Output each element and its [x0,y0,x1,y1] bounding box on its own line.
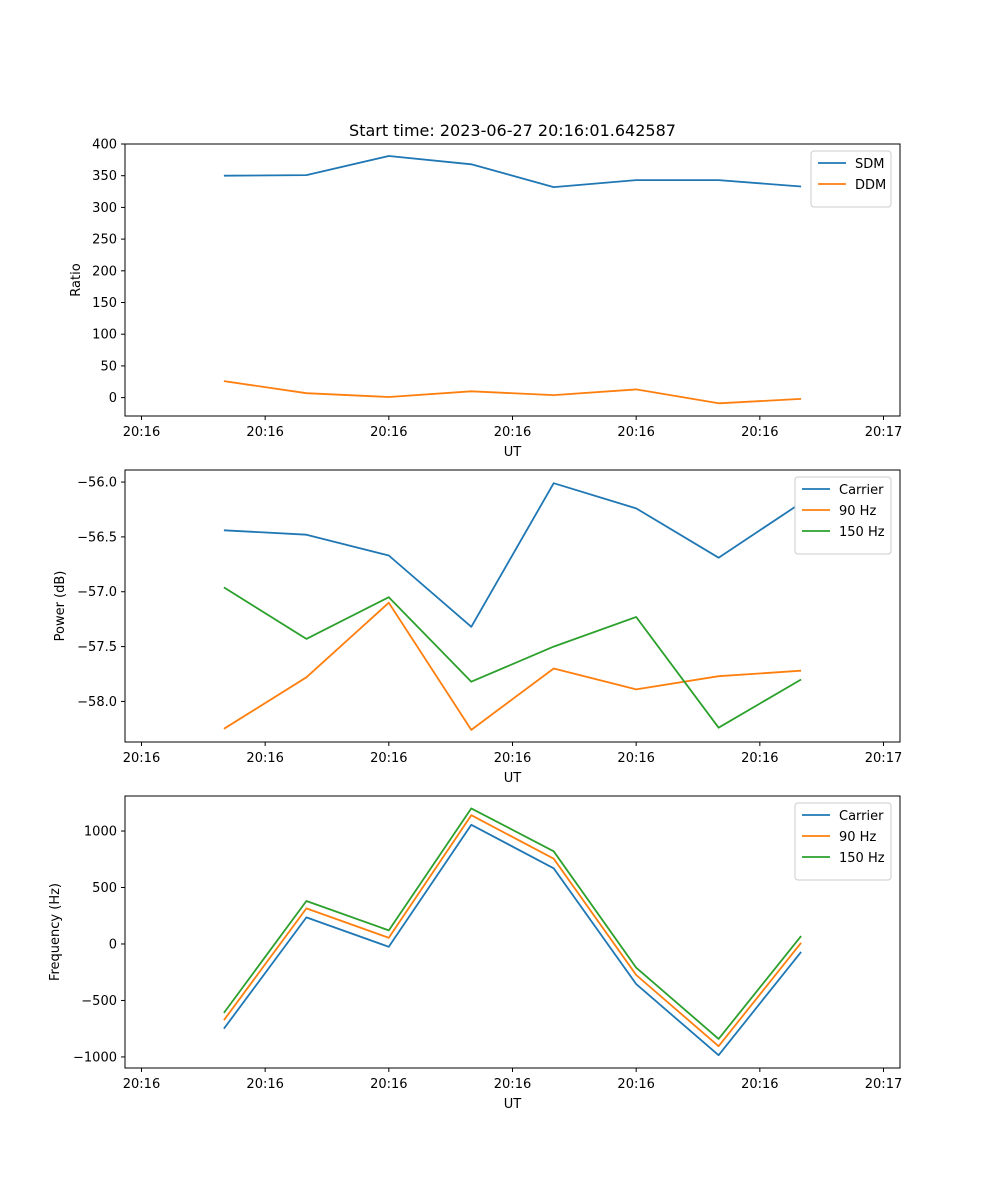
x-tick-label: 20:16 [370,751,407,766]
chart-title: Start time: 2023-06-27 20:16:01.642587 [349,121,676,140]
x-tick-label: 20:16 [741,425,778,440]
legend-label: SDM [855,157,884,172]
chart-panel-1: 20:16 20:16 20:16 20:16 20:16 20:16 20:17 0 50 10… [69,121,902,460]
x-axis-label: UT [504,1097,522,1112]
y-tick-label: 150 [92,296,117,311]
legend [794,802,892,881]
x-tick-label: 20:16 [617,425,654,440]
series-line-1 [223,380,802,405]
y-tick-label: −500 [81,994,117,1009]
y-tick-label: −1000 [73,1050,117,1065]
y-tick-label: 400 [92,138,117,153]
x-tick-label: 20:16 [617,1077,654,1092]
x-tick-label: 20:16 [370,425,407,440]
x-tick-label: 20:16 [246,751,283,766]
y-tick-label: −58.0 [77,695,117,710]
chart-panel-3: 20:16 20:16 20:16 20:16 20:16 20:16 20:17 −1000… [48,795,902,1112]
legend-label: Carrier [839,809,884,824]
legend-label: 90 Hz [839,504,876,519]
y-tick-label: 250 [92,233,117,248]
y-axis-label: Power (dB) [53,571,68,642]
y-tick-label: −56.0 [77,476,117,491]
series-line-2 [223,807,802,1040]
y-tick-label: −57.0 [77,585,117,600]
y-tick-label: −56.5 [77,530,117,545]
y-tick-label: 350 [92,169,117,184]
series-line-1 [223,601,802,731]
y-tick-label: 100 [92,328,117,343]
x-tick-label: 20:16 [741,1077,778,1092]
y-tick-label: 0 [109,391,117,406]
series-line-0 [223,823,802,1057]
x-tick-label: 20:17 [865,751,902,766]
series-line-1 [223,814,802,1048]
legend-label: 150 Hz [839,851,885,866]
y-tick-label: 50 [100,359,117,374]
legend-label: Carrier [839,483,884,498]
x-tick-label: 20:16 [246,425,283,440]
series-line-2 [223,586,802,729]
x-tick-label: 20:16 [617,751,654,766]
x-tick-label: 20:17 [865,1077,902,1092]
x-tick-label: 20:16 [246,1077,283,1092]
x-tick-label: 20:16 [494,751,531,766]
legend-label: 150 Hz [839,525,885,540]
legend-label: DDM [855,178,886,193]
x-axis-label: UT [504,445,522,460]
legend-label: 90 Hz [839,830,876,845]
plot-area [124,469,901,743]
y-tick-label: 1000 [84,825,117,840]
x-tick-label: 20:16 [123,1077,160,1092]
x-tick-label: 20:16 [123,425,160,440]
y-tick-label: 0 [109,937,117,952]
x-axis-label: UT [504,771,522,786]
x-tick-label: 20:16 [370,1077,407,1092]
x-tick-label: 20:16 [494,425,531,440]
y-tick-label: 300 [92,201,117,216]
legend [810,150,892,208]
y-tick-label: 200 [92,264,117,279]
x-tick-label: 20:17 [865,425,902,440]
x-tick-label: 20:16 [741,751,778,766]
y-tick-label: 500 [92,881,117,896]
y-axis-label: Ratio [69,263,84,296]
y-tick-label: −57.5 [77,640,117,655]
x-tick-label: 20:16 [123,751,160,766]
series-line-0 [223,482,802,628]
x-tick-label: 20:16 [494,1077,531,1092]
legend [794,476,892,555]
chart-panel-2: 20:16 20:16 20:16 20:16 20:16 20:16 20:17 −58.0… [53,469,902,786]
y-axis-label: Frequency (Hz) [48,883,63,981]
series-line-0 [223,155,802,189]
